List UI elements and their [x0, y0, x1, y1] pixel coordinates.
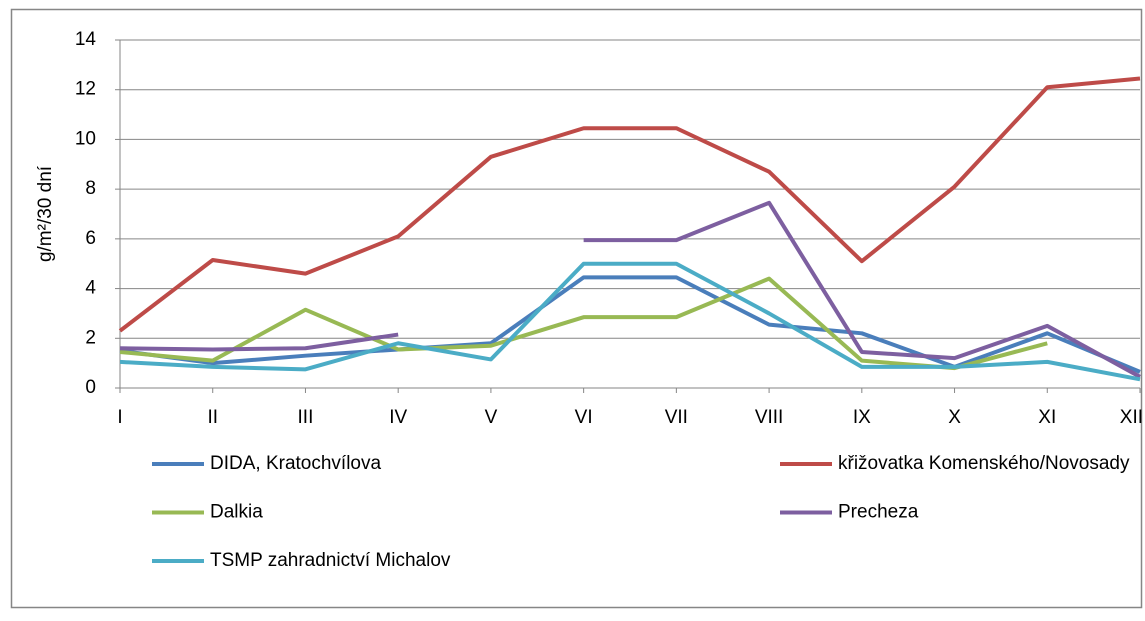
x-tick-label: VII [665, 407, 688, 428]
x-tick-label: X [948, 407, 961, 428]
x-tick-label: IX [853, 407, 871, 428]
series-line [119, 276, 1048, 371]
x-tick-label: I [117, 407, 122, 428]
series-line [119, 261, 1141, 382]
legend-label: křižovatka Komenského/Novosady [838, 453, 1130, 474]
y-tick-label: 8 [85, 178, 96, 199]
x-tick-label: VIII [755, 407, 784, 428]
series-line [119, 200, 1141, 379]
y-tick-label: 0 [85, 377, 96, 398]
legend-label: DIDA, Kratochvílova [210, 453, 381, 474]
x-tick-label: XI [1038, 407, 1056, 428]
y-tick-label: 6 [85, 228, 96, 249]
y-tick-label: 4 [85, 278, 96, 299]
y-tick-label: 2 [85, 327, 96, 348]
legend-label: TSMP zahradnictví Michalov [210, 550, 451, 571]
x-tick-label: II [207, 407, 218, 428]
y-tick-label: 10 [75, 128, 96, 149]
x-tick-label: IV [389, 407, 407, 428]
y-tick-label: 14 [75, 29, 97, 50]
chart-border [10, 8, 1143, 609]
x-tick-label: III [298, 407, 314, 428]
y-tick-label: 12 [75, 79, 96, 100]
series-line [119, 275, 1141, 374]
series-line [118, 76, 1141, 333]
y-axis-label: g/m²/30 dní [35, 165, 56, 262]
legend-label: Precheza [838, 502, 919, 523]
legend-label: Dalkia [210, 502, 263, 523]
x-tick-label: XII [1120, 407, 1143, 428]
x-tick-label: VI [575, 407, 593, 428]
x-tick-label: V [485, 407, 498, 428]
